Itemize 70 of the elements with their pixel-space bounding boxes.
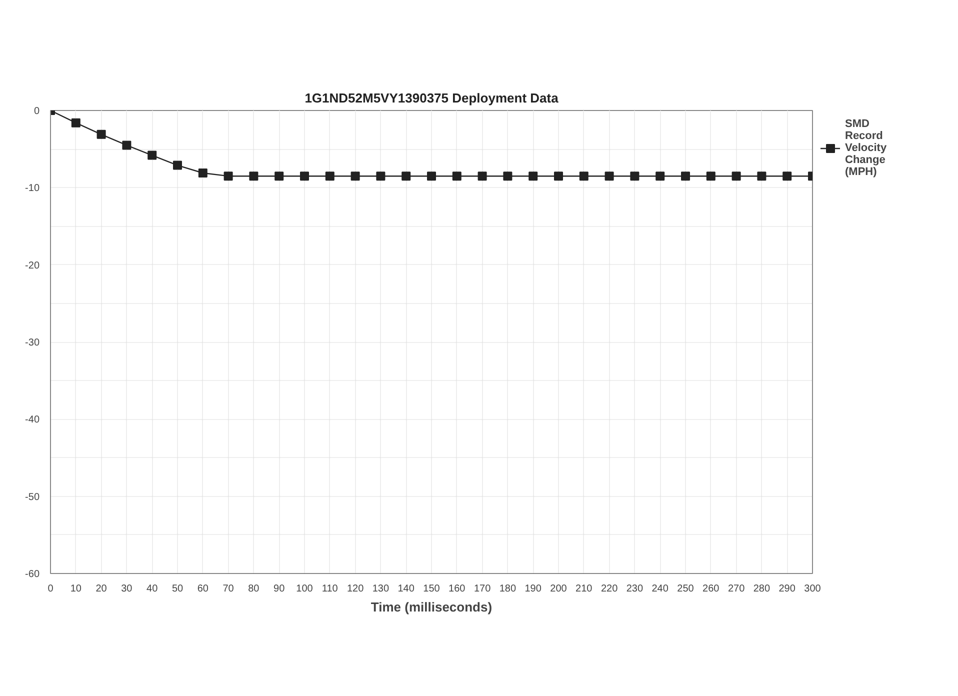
- x-tick-label: 100: [296, 584, 314, 594]
- x-tick-label: 210: [576, 584, 593, 594]
- x-tick-label: 290: [778, 584, 796, 594]
- point: [224, 172, 233, 181]
- point: [350, 172, 360, 181]
- y-tick-label: -20: [25, 260, 40, 272]
- x-tick-label: 190: [524, 584, 542, 594]
- point: [554, 172, 563, 181]
- x-tick-label: 220: [600, 584, 618, 594]
- legend-label: SMD Record Velocity Change (MPH): [845, 118, 888, 178]
- point: [681, 172, 690, 181]
- point: [732, 172, 741, 181]
- x-tick-label: 20: [96, 584, 108, 594]
- x-tick-label: 10: [70, 584, 82, 594]
- point: [656, 172, 665, 181]
- point: [148, 150, 157, 160]
- point: [427, 172, 436, 181]
- y-tick-label: -60: [25, 569, 40, 580]
- x-tick-label: 80: [248, 584, 260, 594]
- point: [782, 172, 792, 181]
- x-tick-label: 70: [222, 584, 234, 594]
- point: [96, 130, 106, 139]
- x-tick-label: 130: [372, 584, 390, 594]
- x-tick-label: 0: [48, 584, 54, 594]
- point: [274, 172, 284, 181]
- point: [300, 172, 309, 181]
- point: [630, 172, 640, 181]
- x-axis-title: Time (milliseconds): [370, 600, 492, 614]
- y-tick-label: 0: [34, 106, 40, 117]
- x-tick-label: 230: [626, 584, 644, 594]
- x-tick-label: 50: [172, 584, 184, 594]
- point: [71, 118, 80, 128]
- y-tick-label: -40: [25, 414, 40, 426]
- x-tick-label: 270: [728, 584, 746, 594]
- chart-title: 1G1ND52M5VY1390375 Deployment Data: [304, 90, 560, 106]
- point: [706, 172, 716, 181]
- point: [503, 172, 512, 181]
- point: [402, 172, 411, 181]
- point: [198, 168, 208, 178]
- x-tick-label: 120: [346, 584, 364, 594]
- point: [122, 140, 132, 150]
- x-tick-label: 300: [804, 584, 822, 594]
- x-tick-label: 180: [499, 584, 516, 594]
- point: [579, 172, 588, 181]
- x-tick-label: 30: [121, 584, 133, 594]
- y-tick-label: -50: [25, 492, 40, 503]
- x-tick-label: 90: [274, 584, 286, 594]
- point: [604, 172, 614, 181]
- point: [376, 172, 386, 181]
- x-tick-label: 150: [423, 584, 440, 594]
- x-tick-label: 60: [197, 584, 209, 594]
- point: [249, 172, 258, 181]
- point: [325, 172, 334, 181]
- x-tick-label: 200: [550, 584, 568, 594]
- y-tick-label: -30: [25, 338, 40, 348]
- x-tick-label: 160: [448, 584, 466, 594]
- y-tick-label: -10: [25, 183, 40, 194]
- point: [173, 160, 182, 170]
- point: [452, 172, 462, 181]
- x-tick-label: 40: [146, 584, 158, 594]
- x-tick-label: 140: [398, 584, 415, 594]
- x-tick-label: 240: [652, 584, 669, 594]
- x-tick-label: 170: [474, 584, 492, 594]
- x-tick-label: 280: [753, 584, 770, 594]
- point: [757, 172, 766, 181]
- x-tick-label: 110: [322, 584, 338, 594]
- x-tick-label: 260: [702, 584, 720, 594]
- point: [478, 172, 487, 181]
- x-tick-label: 250: [677, 584, 694, 594]
- point: [528, 172, 538, 181]
